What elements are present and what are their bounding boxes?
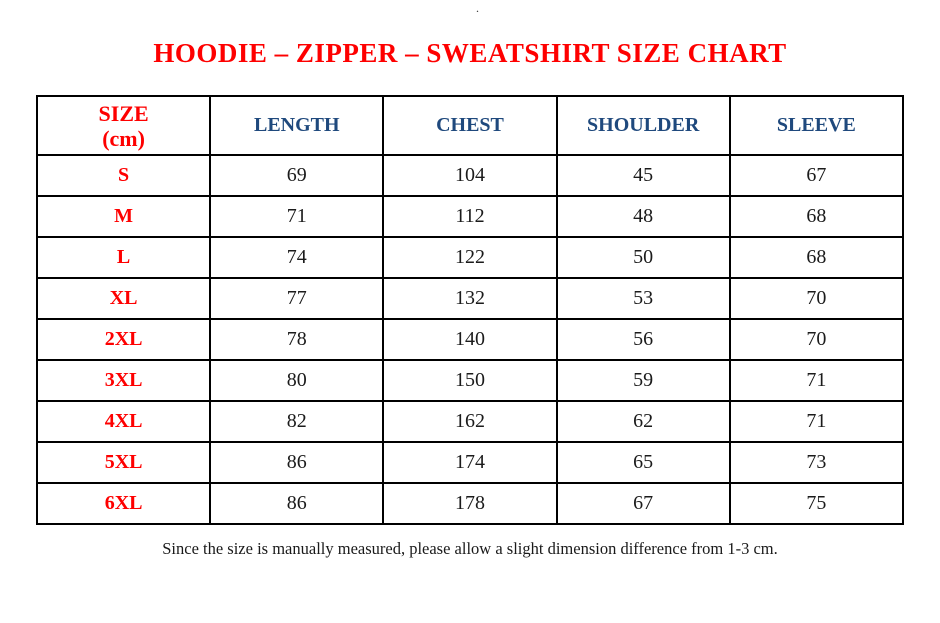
length-value: 71 [209, 195, 385, 238]
measurement-disclaimer: Since the size is manually measured, ple… [162, 539, 778, 558]
chest-value: 162 [382, 400, 558, 443]
length-value: 86 [209, 482, 385, 525]
col-header-size: SIZE (cm) [35, 95, 212, 156]
table-row-5xl: 5XL 86 174 65 73 [35, 441, 905, 484]
shoulder-value: 62 [555, 400, 731, 443]
size-label: 6XL [35, 482, 212, 525]
size-label: 4XL [35, 400, 212, 443]
shoulder-value: 56 [555, 318, 731, 361]
table-row-l: L 74 122 50 68 [35, 236, 905, 279]
chest-value: 104 [382, 154, 558, 197]
table-row-xl: XL 77 132 53 70 [35, 277, 905, 320]
chest-value: 178 [382, 482, 558, 525]
size-label: XL [35, 277, 212, 320]
chest-value: 174 [382, 441, 558, 484]
sleeve-value: 73 [728, 441, 905, 484]
stray-dot: . [476, 1, 479, 15]
table-row-2xl: 2XL 78 140 56 70 [35, 318, 905, 361]
shoulder-value: 65 [555, 441, 731, 484]
length-value: 77 [209, 277, 385, 320]
shoulder-value: 53 [555, 277, 731, 320]
chest-value: 140 [382, 318, 558, 361]
col-header-size-line2: (cm) [102, 125, 145, 151]
sleeve-value: 75 [728, 482, 905, 525]
table-row-m: M 71 112 48 68 [35, 195, 905, 238]
size-label: 5XL [35, 441, 212, 484]
col-header-shoulder: SHOULDER [555, 95, 731, 156]
sleeve-value: 71 [728, 400, 905, 443]
shoulder-value: 67 [555, 482, 731, 525]
length-value: 86 [209, 441, 385, 484]
table-row-s: S 69 104 45 67 [35, 154, 905, 197]
shoulder-value: 48 [555, 195, 731, 238]
shoulder-value: 59 [555, 359, 731, 402]
length-value: 78 [209, 318, 385, 361]
size-label: M [35, 195, 212, 238]
table-row-3xl: 3XL 80 150 59 71 [35, 359, 905, 402]
shoulder-value: 45 [555, 154, 731, 197]
chest-value: 112 [382, 195, 558, 238]
sleeve-value: 70 [728, 277, 905, 320]
length-value: 74 [209, 236, 385, 279]
table-header-row: SIZE (cm) LENGTH CHEST SHOULDER SLEEVE [35, 95, 905, 156]
length-value: 69 [209, 154, 385, 197]
size-label: L [35, 236, 212, 279]
col-header-chest: CHEST [382, 95, 558, 156]
sleeve-value: 70 [728, 318, 905, 361]
size-label: S [35, 154, 212, 197]
table-row-4xl: 4XL 82 162 62 71 [35, 400, 905, 443]
sleeve-value: 68 [728, 195, 905, 238]
col-header-length: LENGTH [209, 95, 385, 156]
length-value: 82 [209, 400, 385, 443]
table-row-6xl: 6XL 86 178 67 75 [35, 482, 905, 525]
page-title: HOODIE – ZIPPER – SWEATSHIRT SIZE CHART [153, 38, 787, 68]
sleeve-value: 68 [728, 236, 905, 279]
chest-value: 150 [382, 359, 558, 402]
col-header-size-line1: SIZE [98, 100, 149, 126]
size-chart-table: SIZE (cm) LENGTH CHEST SHOULDER SLEEVE S… [35, 95, 905, 525]
length-value: 80 [209, 359, 385, 402]
sleeve-value: 67 [728, 154, 905, 197]
shoulder-value: 50 [555, 236, 731, 279]
size-label: 2XL [35, 318, 212, 361]
col-header-sleeve: SLEEVE [728, 95, 905, 156]
chest-value: 132 [382, 277, 558, 320]
size-label: 3XL [35, 359, 212, 402]
sleeve-value: 71 [728, 359, 905, 402]
chest-value: 122 [382, 236, 558, 279]
